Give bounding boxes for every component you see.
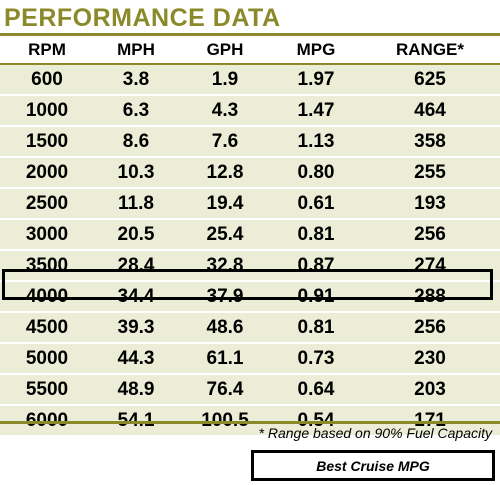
cell-mph: 8.6 bbox=[94, 126, 178, 158]
table-row: 4000 34.4 37.9 0.91 288 bbox=[0, 281, 500, 313]
cell-gph: 61.1 bbox=[178, 343, 272, 375]
legend-label: Best Cruise MPG bbox=[316, 457, 430, 474]
cell-mpg: 1.97 bbox=[272, 64, 360, 96]
cell-mph: 48.9 bbox=[94, 374, 178, 406]
cell-gph: 76.4 bbox=[178, 374, 272, 406]
cell-rpm: 5000 bbox=[0, 343, 94, 375]
cell-gph: 7.6 bbox=[178, 126, 272, 158]
header-mpg: MPG bbox=[272, 36, 360, 65]
cell-range: 288 bbox=[360, 281, 500, 313]
cell-mph: 6.3 bbox=[94, 95, 178, 127]
cell-mpg: 1.47 bbox=[272, 95, 360, 127]
cell-mph: 28.4 bbox=[94, 250, 178, 282]
best-cruise-legend: Best Cruise MPG bbox=[251, 450, 495, 481]
cell-mpg: 0.61 bbox=[272, 188, 360, 220]
cell-mpg: 0.73 bbox=[272, 343, 360, 375]
bottom-rule bbox=[0, 421, 500, 424]
table-row: 3000 20.5 25.4 0.81 256 bbox=[0, 219, 500, 251]
cell-mpg: 0.80 bbox=[272, 157, 360, 189]
cell-gph: 48.6 bbox=[178, 312, 272, 344]
footnote: * Range based on 90% Fuel Capacity bbox=[258, 425, 492, 441]
cell-range: 230 bbox=[360, 343, 500, 375]
cell-range: 274 bbox=[360, 250, 500, 282]
cell-mph: 11.8 bbox=[94, 188, 178, 220]
cell-rpm: 1500 bbox=[0, 126, 94, 158]
cell-range: 255 bbox=[360, 157, 500, 189]
cell-rpm: 1000 bbox=[0, 95, 94, 127]
cell-gph: 19.4 bbox=[178, 188, 272, 220]
cell-rpm: 5500 bbox=[0, 374, 94, 406]
cell-range: 625 bbox=[360, 64, 500, 96]
cell-rpm: 4000 bbox=[0, 281, 94, 313]
cell-mpg: 1.13 bbox=[272, 126, 360, 158]
cell-gph: 25.4 bbox=[178, 219, 272, 251]
cell-mpg: 0.64 bbox=[272, 374, 360, 406]
cell-rpm: 3500 bbox=[0, 250, 94, 282]
header-gph: GPH bbox=[178, 36, 272, 65]
page-title: PERFORMANCE DATA bbox=[4, 4, 281, 32]
table-row: 4500 39.3 48.6 0.81 256 bbox=[0, 312, 500, 344]
cell-range: 193 bbox=[360, 188, 500, 220]
header-mph: MPH bbox=[94, 36, 178, 65]
header-range: RANGE* bbox=[360, 36, 500, 65]
cell-range: 256 bbox=[360, 312, 500, 344]
cell-gph: 1.9 bbox=[178, 64, 272, 96]
cell-range: 464 bbox=[360, 95, 500, 127]
cell-range: 203 bbox=[360, 374, 500, 406]
performance-table: RPM MPH GPH MPG RANGE* 600 3.8 1.9 1.97 625 1… bbox=[0, 36, 500, 437]
table-row: 5500 48.9 76.4 0.64 203 bbox=[0, 374, 500, 406]
table-row: 600 3.8 1.9 1.97 625 bbox=[0, 64, 500, 96]
cell-rpm: 2000 bbox=[0, 157, 94, 189]
cell-range: 256 bbox=[360, 219, 500, 251]
table-row: 2000 10.3 12.8 0.80 255 bbox=[0, 157, 500, 189]
cell-mpg: 0.87 bbox=[272, 250, 360, 282]
cell-mph: 3.8 bbox=[94, 64, 178, 96]
cell-rpm: 600 bbox=[0, 64, 94, 96]
table-row: 3500 28.4 32.8 0.87 274 bbox=[0, 250, 500, 282]
table-row: 2500 11.8 19.4 0.61 193 bbox=[0, 188, 500, 220]
cell-rpm: 2500 bbox=[0, 188, 94, 220]
cell-mph: 44.3 bbox=[94, 343, 178, 375]
cell-mpg: 0.81 bbox=[272, 219, 360, 251]
cell-range: 358 bbox=[360, 126, 500, 158]
cell-gph: 37.9 bbox=[178, 281, 272, 313]
cell-mph: 20.5 bbox=[94, 219, 178, 251]
cell-rpm: 4500 bbox=[0, 312, 94, 344]
cell-gph: 4.3 bbox=[178, 95, 272, 127]
table-row: 1500 8.6 7.6 1.13 358 bbox=[0, 126, 500, 158]
cell-mph: 34.4 bbox=[94, 281, 178, 313]
table-row: 1000 6.3 4.3 1.47 464 bbox=[0, 95, 500, 127]
cell-gph: 32.8 bbox=[178, 250, 272, 282]
header-rpm: RPM bbox=[0, 36, 94, 65]
table-row: 5000 44.3 61.1 0.73 230 bbox=[0, 343, 500, 375]
cell-rpm: 3000 bbox=[0, 219, 94, 251]
cell-mph: 39.3 bbox=[94, 312, 178, 344]
cell-gph: 12.8 bbox=[178, 157, 272, 189]
cell-mpg: 0.91 bbox=[272, 281, 360, 313]
table-header-row: RPM MPH GPH MPG RANGE* bbox=[0, 36, 500, 65]
cell-mph: 10.3 bbox=[94, 157, 178, 189]
cell-mpg: 0.81 bbox=[272, 312, 360, 344]
title-rule bbox=[0, 33, 500, 36]
table-body: 600 3.8 1.9 1.97 625 1000 6.3 4.3 1.47 464 1500 8.6… bbox=[0, 64, 500, 437]
